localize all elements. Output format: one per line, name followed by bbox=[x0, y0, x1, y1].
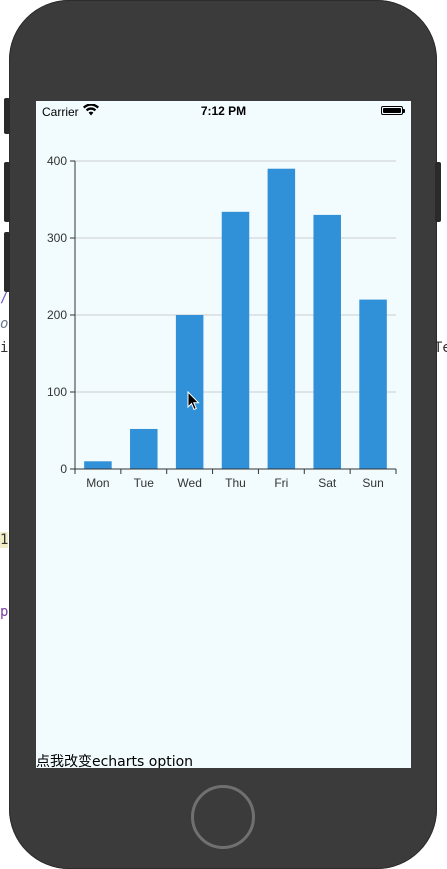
editor-fragment-1: / bbox=[0, 290, 9, 306]
phone-screen: Carrier 7:12 PM 0 100 200 300 400 Mon Tue Wed Th… bbox=[36, 101, 411, 768]
status-time: 7:12 PM bbox=[200, 104, 247, 118]
power-button bbox=[435, 162, 441, 222]
y-tick-label-100: 100 bbox=[47, 385, 67, 399]
bar-mon bbox=[84, 461, 112, 469]
mute-switch bbox=[4, 98, 10, 134]
carrier-label: Carrier bbox=[42, 104, 79, 119]
bar-chart: 0 100 200 300 400 Mon Tue Wed Thu Fri Sat Sun bbox=[36, 121, 411, 511]
status-carrier-group: Carrier bbox=[42, 103, 99, 119]
y-tick-label-200: 200 bbox=[47, 308, 67, 322]
volume-up-button bbox=[4, 162, 10, 222]
x-tick-label-sun: Sun bbox=[362, 476, 383, 490]
y-tick-label-400: 400 bbox=[47, 154, 67, 168]
editor-fragment-3: i bbox=[0, 340, 9, 356]
bar-wed bbox=[175, 315, 204, 469]
x-tick-label-thu: Thu bbox=[225, 476, 246, 490]
bar-chart-svg: 0 100 200 300 400 Mon Tue Wed Thu Fri Sat Sun bbox=[47, 154, 397, 490]
battery-icon bbox=[381, 106, 405, 115]
x-tick-label-tue: Tue bbox=[134, 476, 155, 490]
editor-fragment-4: Te bbox=[434, 340, 447, 356]
bar-sun bbox=[359, 299, 387, 469]
x-tick-label-fri: Fri bbox=[274, 476, 288, 490]
home-button[interactable] bbox=[191, 785, 255, 849]
x-tick-label-mon: Mon bbox=[86, 476, 109, 490]
y-tick-label-300: 300 bbox=[47, 231, 67, 245]
volume-down-button bbox=[4, 232, 10, 292]
x-tick-label-wed: Wed bbox=[177, 476, 201, 490]
x-tick-label-sat: Sat bbox=[318, 476, 337, 490]
status-bar: Carrier 7:12 PM bbox=[36, 101, 411, 121]
phone-device-frame: Carrier 7:12 PM 0 100 200 300 400 Mon Tue Wed Th… bbox=[4, 0, 441, 869]
y-tick-label-0: 0 bbox=[60, 462, 67, 476]
bar-fri bbox=[267, 168, 296, 469]
bar-thu bbox=[221, 211, 250, 469]
wifi-icon bbox=[82, 103, 99, 119]
editor-fragment-6: p bbox=[0, 604, 9, 620]
bar-sat bbox=[313, 214, 341, 469]
editor-fragment-5: 1 bbox=[0, 532, 9, 548]
change-echarts-option-button[interactable]: 点我改变echarts option bbox=[36, 751, 193, 768]
bar-tue bbox=[130, 428, 158, 469]
